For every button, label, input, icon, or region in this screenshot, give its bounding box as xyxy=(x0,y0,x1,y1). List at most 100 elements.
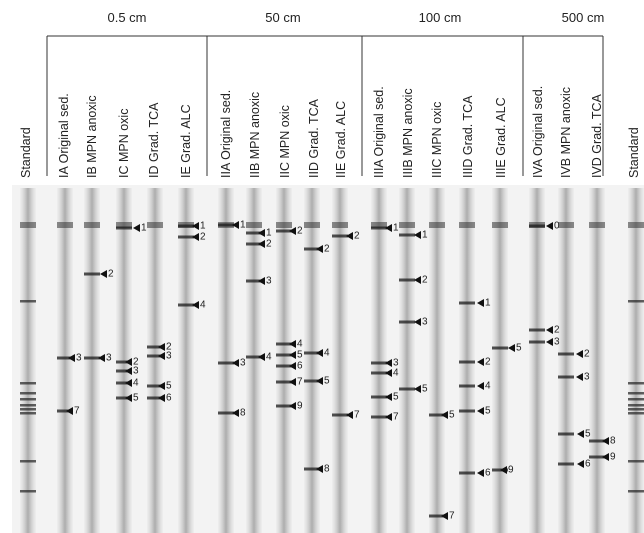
band-label: 5 xyxy=(324,376,330,387)
band-label: 8 xyxy=(240,408,246,419)
band-arrow xyxy=(385,413,392,421)
band xyxy=(116,226,132,230)
band-label: 4 xyxy=(393,368,399,379)
band xyxy=(246,242,262,246)
standard-band xyxy=(20,382,36,385)
band-label: 3 xyxy=(106,353,112,364)
band-label: 9 xyxy=(610,452,616,463)
band xyxy=(57,409,73,413)
band-arrow xyxy=(232,359,239,367)
well xyxy=(558,222,574,228)
band xyxy=(246,355,262,359)
band xyxy=(178,303,194,307)
band xyxy=(276,353,292,357)
well xyxy=(332,222,348,228)
band xyxy=(84,272,100,276)
lane xyxy=(529,188,545,533)
band-arrow xyxy=(125,358,132,366)
band-arrow xyxy=(346,232,353,240)
band-arrow xyxy=(576,350,583,358)
lane xyxy=(429,188,445,533)
standard-band xyxy=(628,392,644,395)
band xyxy=(218,411,234,415)
band-label: 7 xyxy=(449,511,455,522)
standard-band xyxy=(628,408,644,411)
band-label: 2 xyxy=(266,239,272,250)
band xyxy=(147,396,163,400)
band-label: 3 xyxy=(166,351,172,362)
band xyxy=(529,340,545,344)
band-arrow xyxy=(192,301,199,309)
well xyxy=(276,222,292,228)
band-label: 1 xyxy=(240,220,246,231)
lane xyxy=(332,188,348,533)
band-arrow xyxy=(577,430,584,438)
band-label: 3 xyxy=(393,358,399,369)
band-arrow xyxy=(289,227,296,235)
band-label: 5 xyxy=(516,343,522,354)
group-brackets xyxy=(46,35,604,176)
band-arrow xyxy=(500,466,507,474)
lane-label: IIA Original sed. xyxy=(219,90,233,178)
band-label: 2 xyxy=(133,357,139,368)
lane-label: IVD Grad. TCA xyxy=(590,94,604,178)
lane-label: IIID Grad. TCA xyxy=(461,95,475,178)
band-arrow xyxy=(577,460,584,468)
band-label: 1 xyxy=(200,221,206,232)
band xyxy=(558,352,574,356)
band xyxy=(429,413,445,417)
band-arrow xyxy=(477,358,484,366)
well xyxy=(57,222,73,228)
band xyxy=(147,345,163,349)
well xyxy=(246,222,262,228)
band-label: 5 xyxy=(585,429,591,440)
band-label: 7 xyxy=(354,410,360,421)
well xyxy=(147,222,163,228)
band-arrow xyxy=(192,222,199,230)
lane-label: IA Original sed. xyxy=(57,93,71,178)
band-label: 5 xyxy=(133,393,139,404)
band-arrow xyxy=(546,326,553,334)
group-label: 500 cm xyxy=(562,10,605,25)
band-label: 3 xyxy=(422,317,428,328)
band-arrow xyxy=(258,353,265,361)
standard-band xyxy=(628,412,644,415)
band xyxy=(529,224,545,228)
lane-label: IVA Original sed. xyxy=(531,86,545,178)
band-label: 2 xyxy=(354,231,360,242)
band xyxy=(429,514,445,518)
lane-label: IIB MPN anoxic xyxy=(248,92,262,178)
lane-label: IIC MPN oxic xyxy=(278,105,292,178)
band-arrow xyxy=(441,411,448,419)
band-arrow xyxy=(477,382,484,390)
band xyxy=(276,229,292,233)
band-arrow xyxy=(441,512,448,520)
band-arrow xyxy=(258,240,265,248)
lane-label: IB MPN anoxic xyxy=(85,95,99,178)
lane xyxy=(20,188,36,533)
lane xyxy=(276,188,292,533)
band-label: 2 xyxy=(200,232,206,243)
lane xyxy=(178,188,194,533)
band-label: 7 xyxy=(393,412,399,423)
band xyxy=(276,380,292,384)
band-label: 5 xyxy=(393,392,399,403)
well xyxy=(304,222,320,228)
band-arrow xyxy=(289,351,296,359)
lane xyxy=(371,188,387,533)
lane xyxy=(57,188,73,533)
band xyxy=(147,354,163,358)
band xyxy=(304,379,320,383)
band-label: 4 xyxy=(266,352,272,363)
lane xyxy=(558,188,574,533)
band-label: 0 xyxy=(554,221,560,232)
band xyxy=(246,231,262,235)
band-label: 3 xyxy=(76,353,82,364)
band xyxy=(276,342,292,346)
band-arrow xyxy=(158,352,165,360)
band-label: 7 xyxy=(74,406,80,417)
band xyxy=(399,320,415,324)
band-arrow xyxy=(158,394,165,402)
well xyxy=(20,222,36,228)
band-arrow xyxy=(98,354,105,362)
